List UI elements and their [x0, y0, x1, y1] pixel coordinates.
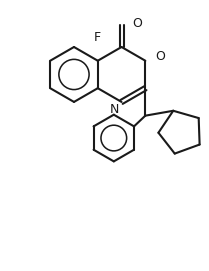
- Text: F: F: [94, 31, 101, 44]
- Text: O: O: [155, 50, 165, 63]
- Text: O: O: [133, 17, 143, 30]
- Text: N: N: [110, 102, 120, 115]
